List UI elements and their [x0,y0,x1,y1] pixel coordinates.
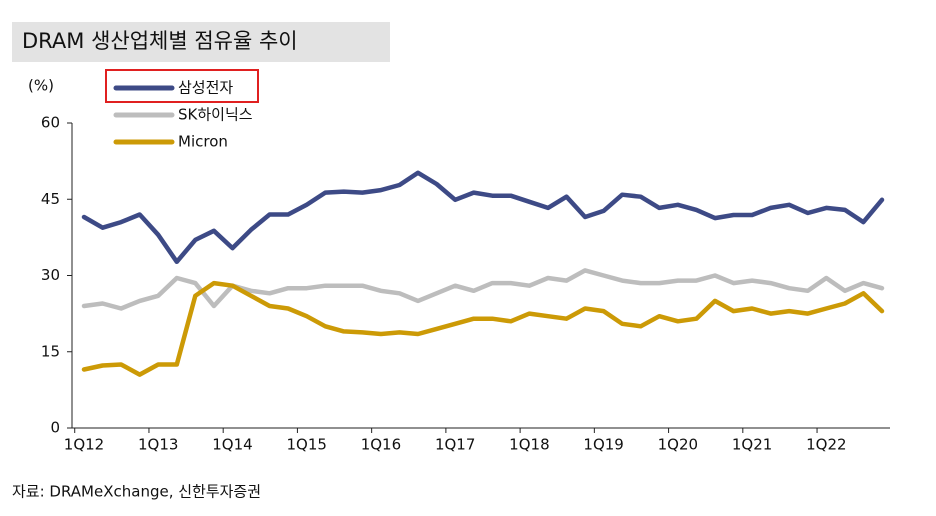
x-tick-label: 1Q22 [806,436,846,454]
x-tick-label: 1Q18 [509,436,549,454]
series-line [81,170,885,265]
title-bar [12,22,390,62]
legend-label: Micron [178,133,228,151]
x-tick-label: 1Q15 [286,436,326,454]
chart-title: DRAM 생산업체별 점유율 추이 [22,29,298,53]
source: 자료: DRAMeXchange, 신한투자증권 [12,483,261,501]
x-tick-label: 1Q13 [138,436,178,454]
y-tick-label: 0 [50,419,60,437]
x-tick-label: 1Q17 [435,436,475,454]
x-tick-label: 1Q19 [583,436,623,454]
y-tick-label: 15 [41,342,60,360]
legend-label: 삼성전자 [178,79,233,97]
x-tick-label: 1Q20 [658,436,698,454]
x-tick-label: 1Q12 [64,436,104,454]
y-tick-label: 45 [41,190,60,208]
x-tick-label: 1Q14 [212,436,252,454]
y-tick-label: 30 [41,266,60,284]
y-tick-label: 60 [41,114,60,132]
series-line [81,268,885,311]
x-tick-label: 1Q21 [732,436,772,454]
x-tick-label: 1Q16 [361,436,401,454]
y-axis-label: (%) [28,77,54,95]
legend-label: SK하이닉스 [178,106,253,124]
series-line [81,280,885,377]
highlight-box [105,69,259,103]
